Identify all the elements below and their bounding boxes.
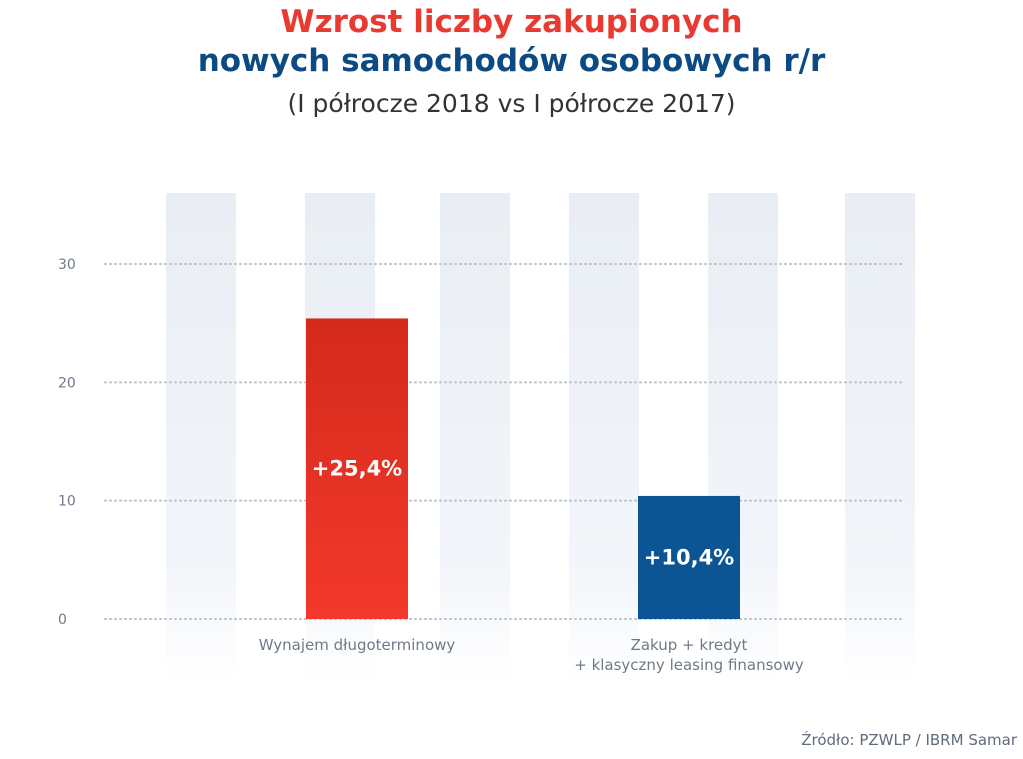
y-tick-label: 0 xyxy=(58,612,67,628)
chart-title-line2: nowych samochodów osobowych r/r xyxy=(197,43,826,79)
background-stripe xyxy=(845,193,915,683)
bar-value-label: +10,4% xyxy=(644,545,734,569)
x-category-label: + klasyczny leasing finansowy xyxy=(574,656,804,674)
x-category-label: Wynajem długoterminowy xyxy=(259,636,456,654)
background-stripe xyxy=(569,193,639,683)
x-axis-labels: Wynajem długoterminowy Zakup + kredyt + kl… xyxy=(259,636,804,674)
bar-value-label: +25,4% xyxy=(312,457,402,481)
chart-title-line1: Wzrost liczby zakupionych xyxy=(280,4,743,40)
y-axis-ticks: 0 10 20 30 xyxy=(58,257,76,628)
background-stripe xyxy=(440,193,510,683)
bar-2 xyxy=(638,495,740,619)
chart-subtitle: (I półrocze 2018 vs I półrocze 2017) xyxy=(287,89,736,118)
x-category-label: Zakup + kredyt xyxy=(631,636,748,654)
y-tick-label: 20 xyxy=(58,375,76,391)
y-tick-label: 10 xyxy=(58,494,76,510)
source-note: Źródło: PZWLP / IBRM Samar xyxy=(801,731,1017,749)
bar-1 xyxy=(306,318,408,619)
background-stripe xyxy=(166,193,236,683)
background-stripes xyxy=(166,193,915,683)
y-tick-label: 30 xyxy=(58,257,76,273)
gridlines xyxy=(104,263,906,620)
bars: +25,4% +10,4% xyxy=(306,318,740,619)
